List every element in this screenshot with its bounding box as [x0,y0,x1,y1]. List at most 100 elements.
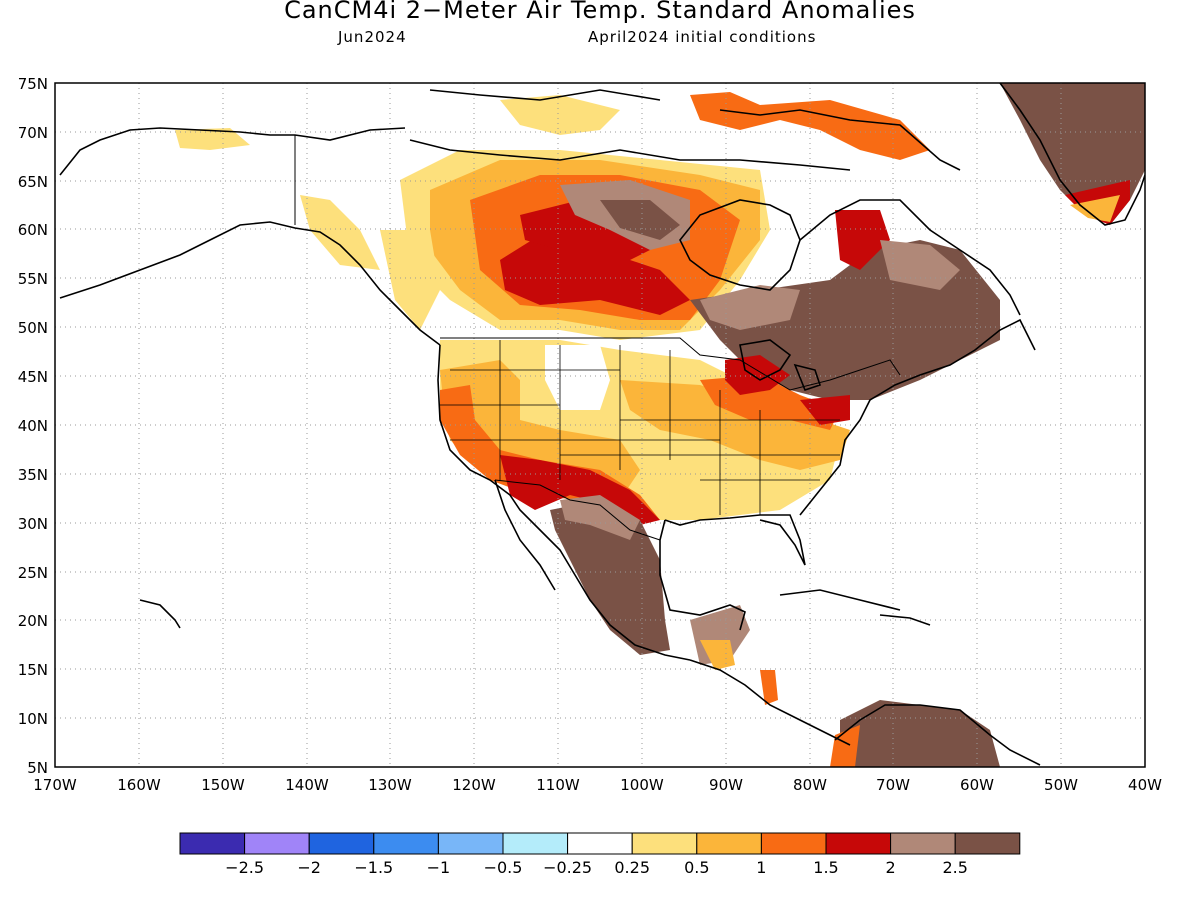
anomaly-region-hudson-dark [600,200,680,240]
colorbar-label: −2 [297,858,321,877]
lon-tick-label: 160W [117,776,161,794]
anomaly-layer [175,83,1145,767]
coastlines [59,83,1145,766]
lon-tick-label: 90W [709,776,743,794]
colorbar-swatch [567,832,633,855]
colorbar-swatch [760,832,827,855]
colorbar: −2.5 −2 −1.5 −1 −0.5 −0.25 0.25 0.5 1 1.… [179,832,1021,877]
lon-tick-label: 50W [1044,776,1078,794]
lon-tick-label: 170W [33,776,77,794]
lon-tick-label: 100W [620,776,664,794]
coastline-mexico-gulf [659,519,746,631]
coastline-arctic [409,89,961,171]
lat-tick-label: 20N [18,612,48,630]
lon-tick-label: 130W [368,776,412,794]
coastline-labrador [799,199,1021,316]
lon-tick-label: 80W [793,776,827,794]
map-grid [55,83,1145,767]
lat-tick-label: 15N [18,661,48,679]
colorbar-label: −0.25 [543,858,592,877]
coastline-east-us [799,318,1036,516]
lat-tick-label: 65N [18,173,48,191]
colorbar-swatch [631,832,698,855]
border-us-mexico [494,479,661,541]
lat-tick-label: 5N [27,759,48,777]
anomaly-region-central-america-orange [700,640,735,670]
colorbar-swatch [954,832,1021,855]
lon-tick-label: 140W [285,776,329,794]
lat-tick-label: 30N [18,515,48,533]
colorbar-swatch [244,832,310,855]
lon-tick-label: 110W [536,776,580,794]
lat-tick-label: 40N [18,417,48,435]
anomaly-region-plains-white [545,345,610,410]
lon-tick-label: 60W [960,776,994,794]
anomaly-region-mexico-light [560,495,640,540]
coastline-gulf [664,514,806,566]
anomaly-region-quebec-red [835,210,890,270]
coastline-central-america [689,659,851,746]
lat-tick-label: 75N [18,75,48,93]
coastline-alaska [59,127,441,346]
border-us-canada [440,337,901,391]
coastline-west-us [437,344,691,661]
map-frame [54,82,1146,768]
lon-axis: 170W 160W 150W 140W 130W 120W 110W 100W … [33,776,1162,794]
coastline-caribbean [779,589,931,626]
forecast-month: Jun2024 [338,28,407,46]
lon-tick-label: 120W [452,776,496,794]
lat-tick-label: 70N [18,124,48,142]
lat-tick-label: 60N [18,221,48,239]
colorbar-swatch [696,832,762,855]
colorbar-label: 2.5 [942,858,967,877]
lat-tick-label: 50N [18,319,48,337]
coastline-hawaii [139,599,181,629]
coastline-hudson-bay [679,199,801,291]
colorbar-label: 0.5 [684,858,709,877]
anomaly-region-south-america [840,700,1000,767]
colorbar-label: 0.25 [614,858,650,877]
anomaly-region-greatlakes-red [725,355,790,395]
coastline-great-lakes [739,339,822,391]
initial-conditions: April2024 initial conditions [588,28,817,46]
coastline-baja [494,479,556,591]
colorbar-swatch [502,832,569,855]
colorbar-swatch [308,832,375,855]
lat-tick-label: 55N [18,270,48,288]
anomaly-region-east-canada-light [700,285,800,330]
anomaly-region-arctic-islands [690,92,930,160]
colorbar-swatch [437,832,504,855]
map-title: CanCM4i 2−Meter Air Temp. Standard Anoma… [284,0,916,24]
anomaly-region-colombia-orange [830,725,860,767]
anomaly-region-alaska-yellow [175,128,250,150]
colorbar-swatch [373,832,439,855]
anomaly-region-east-red [800,395,850,425]
border-us-states [440,340,840,515]
lat-tick-label: 10N [18,710,48,728]
lon-tick-label: 150W [201,776,245,794]
borders [294,135,901,541]
colorbar-label: −1.5 [354,858,393,877]
colorbar-label: −0.5 [484,858,523,877]
anomaly-region-panama [760,670,778,705]
anomaly-region-mexico [550,500,670,655]
lat-axis: 75N 70N 65N 60N 55N 50N 45N 40N 35N 30N … [18,75,48,777]
coastline-greenland [999,83,1145,226]
anomaly-region-yukon-yellow [300,195,380,270]
lon-tick-label: 70W [876,776,910,794]
colorbar-swatch [179,832,246,855]
anomaly-region-arctic-yellow [500,95,620,135]
coastline-south-america [834,704,1041,766]
colorbar-label: 2 [886,858,896,877]
colorbar-label: −1 [427,858,451,877]
anomaly-region-greenland-edge2 [1070,195,1120,222]
colorbar-label: 1.5 [813,858,838,877]
anomaly-region-prairies-red [500,235,690,315]
lat-tick-label: 25N [18,564,48,582]
lat-tick-label: 45N [18,368,48,386]
lon-tick-label: 40W [1128,776,1162,794]
anomaly-region-bc-yellow [380,230,440,330]
colorbar-swatch [890,832,956,855]
lat-tick-label: 35N [18,466,48,484]
